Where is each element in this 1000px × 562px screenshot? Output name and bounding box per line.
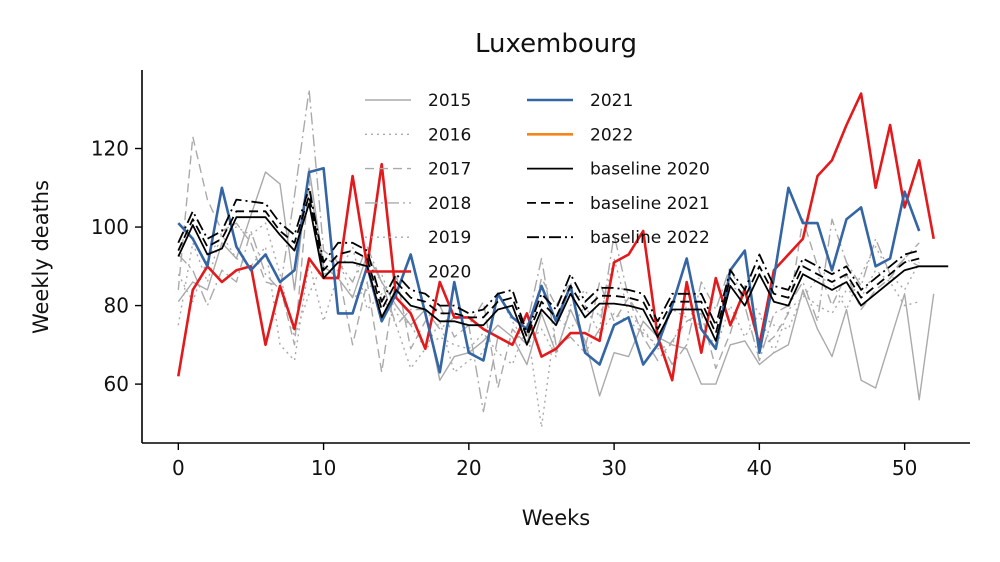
legend-label: 2019 [428, 228, 471, 248]
x-tick-label: 30 [601, 456, 626, 480]
legend-label: 2015 [428, 91, 471, 111]
legend-label: baseline 2022 [590, 228, 710, 248]
x-ticks: 0 10 20 30 40 50 [172, 443, 917, 480]
axes [141, 70, 970, 444]
series-line-2019 [177, 234, 920, 373]
legend-label: 2021 [590, 91, 633, 111]
legend-label: baseline 2020 [590, 160, 710, 180]
legend: 2015 2016 2017 2018 2019 2020 2021 2022 baseline… [365, 91, 710, 283]
series-line-2016 [177, 222, 920, 428]
legend-label: baseline 2021 [590, 194, 710, 214]
series-line-baseline-2022 [177, 186, 920, 335]
y-tick-label: 120 [91, 137, 129, 161]
legend-label: 2017 [428, 160, 471, 180]
x-tick-label: 10 [311, 456, 336, 480]
y-tick-label: 60 [104, 372, 129, 396]
series-line-2017 [177, 135, 920, 389]
x-tick-label: 40 [747, 456, 772, 480]
series-line-baseline-2020 [177, 202, 949, 346]
y-axis-label: Weekly deaths [29, 180, 53, 334]
series-line-baseline-2021 [177, 194, 920, 338]
x-tick-label: 20 [456, 456, 481, 480]
legend-label: 2020 [428, 263, 471, 283]
series-line-2020 [177, 92, 935, 382]
chart-title: Luxembourg [475, 29, 637, 59]
x-axis-label: Weeks [522, 506, 590, 530]
y-tick-label: 80 [104, 294, 129, 318]
y-ticks: 60 80 100 120 [91, 137, 142, 396]
legend-label: 2022 [590, 125, 633, 145]
legend-label: 2016 [428, 125, 471, 145]
x-tick-label: 50 [892, 456, 917, 480]
series-lines [177, 88, 949, 428]
series-line-2021 [177, 166, 921, 374]
x-tick-label: 0 [172, 456, 185, 480]
legend-label: 2018 [428, 194, 471, 214]
y-tick-label: 100 [91, 215, 129, 239]
